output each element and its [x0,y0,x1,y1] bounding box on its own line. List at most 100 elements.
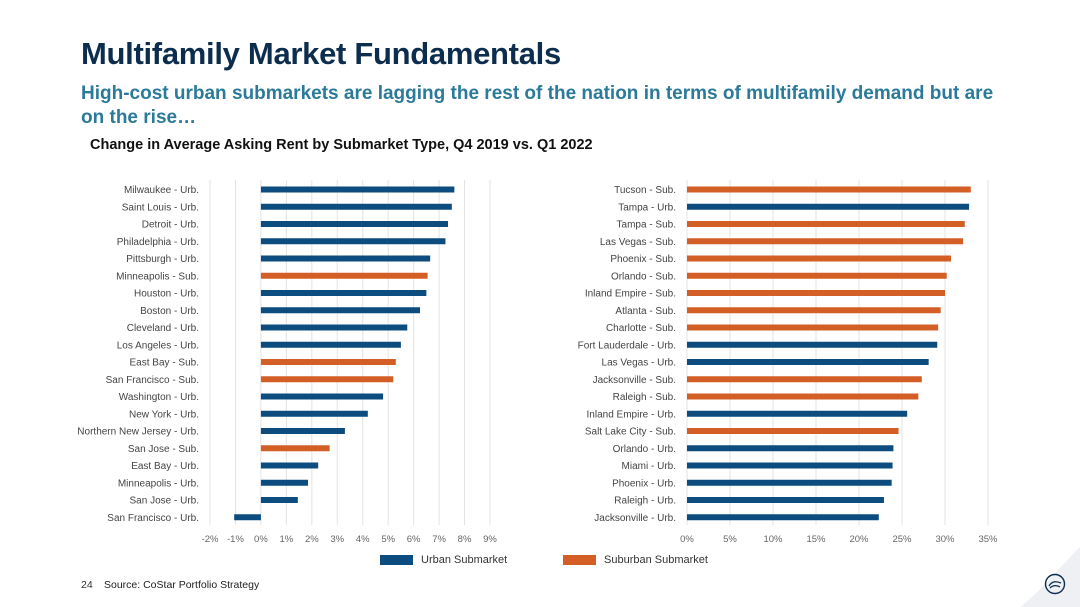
bar [687,290,945,296]
corner-decoration [1020,547,1080,607]
category-label: Orlando - Sub. [611,271,676,282]
category-label: Saint Louis - Urb. [122,202,199,213]
bar [260,255,431,262]
bar [687,497,884,503]
source-note: Source: CoStar Portfolio Strategy [104,579,260,591]
category-label: Las Vegas - Urb. [602,358,676,369]
legend-suburban-label: Suburban Submarket [604,554,708,566]
bar [260,238,446,245]
category-label: Washington - Urb. [119,392,199,403]
bar [260,186,455,193]
bar [687,428,899,434]
category-label: Los Angeles - Urb. [117,340,199,351]
bar [687,186,971,193]
x-tick-label: 0% [680,534,694,545]
bar [687,410,908,417]
category-label: Raleigh - Urb. [614,496,676,507]
x-tick-label: 0% [254,534,268,545]
bar [260,341,401,348]
bar [260,497,298,503]
x-tick-label: 7% [432,534,446,545]
category-label: East Bay - Sub. [130,358,199,369]
x-tick-label: 6% [407,534,421,545]
bar [687,203,970,210]
category-label: Tampa - Sub. [617,220,676,231]
legend-suburban-swatch [563,555,596,565]
category-label: Tampa - Urb. [618,202,676,213]
category-label: San Jose - Urb. [130,496,199,507]
category-label: San Jose - Sub. [128,444,199,455]
bar [260,221,448,227]
x-tick-label: 8% [458,534,472,545]
category-label: Houston - Urb. [134,289,199,300]
category-label: Detroit - Urb. [142,220,199,231]
bar [687,462,893,469]
x-tick-label: 15% [806,534,826,545]
chart-title: Change in Average Asking Rent by Submark… [90,137,593,153]
category-label: San Francisco - Sub. [106,375,199,386]
category-label: Minneapolis - Urb. [118,478,199,489]
legend-urban-label: Urban Submarket [421,554,508,566]
category-label: New York - Urb. [129,409,199,420]
category-label: Phoenix - Sub. [610,254,676,265]
legend-urban: Urban Submarket [380,554,507,566]
category-label: Raleigh - Sub. [613,392,676,403]
x-tick-label: -1% [227,534,244,545]
legend-suburban: Suburban Submarket [563,554,708,566]
bar [260,359,396,365]
bar [687,307,941,314]
category-label: Tucson - Sub. [614,185,676,196]
category-label: Inland Empire - Sub. [585,289,676,300]
x-tick-label: 20% [849,534,869,545]
x-tick-label: 35% [978,534,998,545]
bar [260,410,368,417]
page-title: Multifamily Market Fundamentals [81,36,561,71]
bar [260,203,452,210]
bar [687,272,947,279]
x-tick-label: 5% [381,534,395,545]
bar [687,479,892,486]
bar [234,514,261,521]
category-label: Philadelphia - Urb. [117,237,199,248]
x-tick-label: 10% [763,534,783,545]
x-tick-label: 4% [356,534,370,545]
bar [260,479,308,486]
legend-urban-swatch [380,555,413,565]
bar [687,341,938,348]
bar [687,393,919,400]
category-label: Minneapolis - Sub. [116,271,199,282]
bar [687,324,939,331]
category-label: Boston - Urb. [140,306,199,317]
x-tick-label: 25% [892,534,912,545]
bar [687,359,929,365]
category-label: Phoenix - Urb. [612,478,676,489]
x-tick-label: 2% [305,534,319,545]
category-label: Pittsburgh - Urb. [126,254,199,265]
category-label: Cleveland - Urb. [127,323,199,334]
category-label: Fort Lauderdale - Urb. [578,340,676,351]
bar [260,445,330,452]
x-tick-label: 5% [723,534,737,545]
page-number: 24 [81,579,93,591]
logo-icon [1044,573,1066,595]
bar [687,514,879,521]
category-label: Orlando - Urb. [613,444,676,455]
category-label: Inland Empire - Urb. [587,409,676,420]
category-label: Jacksonville - Sub. [593,375,676,386]
bar [687,221,965,227]
x-tick-label: 30% [935,534,955,545]
category-label: Northern New Jersey - Urb. [77,427,199,438]
category-label: Atlanta - Sub. [615,306,676,317]
bar [687,445,894,452]
bar [260,376,394,383]
bar [260,307,420,314]
category-label: Miami - Urb. [622,461,676,472]
bar [687,376,922,383]
x-tick-label: 9% [483,534,497,545]
x-tick-label: 1% [279,534,293,545]
category-label: East Bay - Urb. [131,461,199,472]
bar [260,290,427,296]
x-tick-label: -2% [202,534,219,545]
bar [260,393,384,400]
